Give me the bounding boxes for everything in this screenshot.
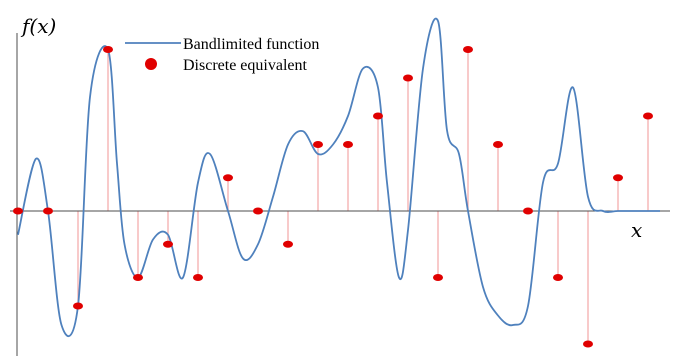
sample-point (163, 240, 173, 248)
sample-point (583, 340, 593, 348)
sample-point (343, 141, 353, 148)
discrete-samples (13, 46, 653, 348)
sample-point (643, 112, 653, 120)
sample-point (193, 274, 203, 281)
sample-point (43, 207, 53, 215)
sample-point (493, 141, 503, 148)
sample-point (313, 141, 323, 148)
sample-point (103, 46, 113, 53)
sample-point (553, 274, 563, 281)
x-axis-label: x (631, 218, 642, 242)
legend-entry-bandlimited: Bandlimited function (183, 36, 319, 53)
sample-point (133, 274, 143, 281)
sample-point (73, 302, 83, 310)
bandlimited-function-line (17, 17, 660, 337)
sample-point (403, 74, 413, 82)
sample-point (463, 46, 473, 53)
sample-point (613, 174, 623, 182)
sample-point (13, 207, 23, 215)
sample-point (223, 174, 233, 182)
sample-point (523, 207, 533, 215)
sample-point (253, 207, 263, 215)
legend-entry-discrete: Discrete equivalent (183, 57, 308, 74)
legend: Bandlimited function Discrete equivalent (125, 36, 319, 74)
y-axis-label: f(x) (20, 14, 56, 38)
sample-point (373, 112, 383, 120)
sample-stems (77, 49, 649, 344)
sample-point (433, 274, 443, 281)
sample-point (283, 240, 293, 248)
legend-dot-swatch (145, 58, 157, 70)
